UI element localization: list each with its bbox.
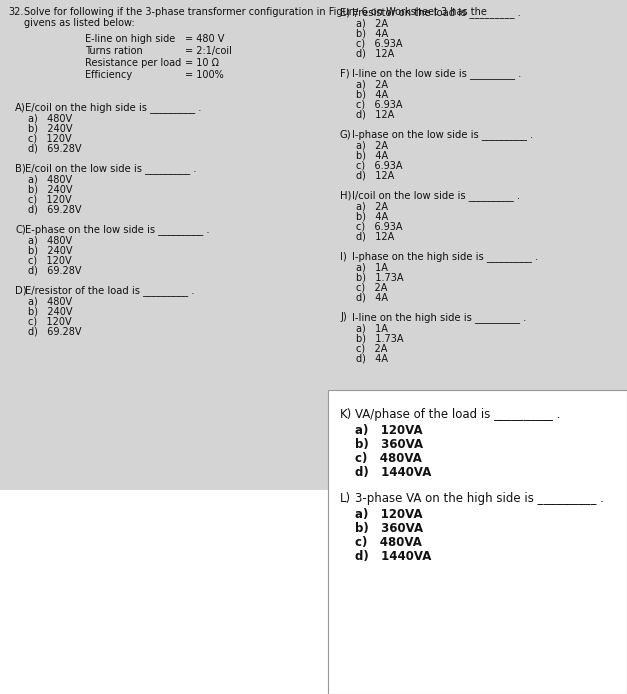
- Text: Solve for following if the 3-phase transformer configuration in Figure 6 on Work: Solve for following if the 3-phase trans…: [24, 7, 487, 17]
- Text: = 2:1/coil: = 2:1/coil: [185, 46, 232, 56]
- Text: 3-phase VA on the high side is __________ .: 3-phase VA on the high side is _________…: [355, 492, 604, 505]
- Text: 32.: 32.: [8, 7, 23, 17]
- Text: Resistance per load: Resistance per load: [85, 58, 181, 68]
- FancyBboxPatch shape: [328, 0, 627, 390]
- Text: b)   360VA: b) 360VA: [355, 438, 423, 451]
- Text: d)   12A: d) 12A: [356, 231, 394, 241]
- Text: A): A): [15, 102, 26, 112]
- Text: = 480 V: = 480 V: [185, 34, 224, 44]
- Text: E/resistor of the load is _________ .: E/resistor of the load is _________ .: [25, 285, 194, 296]
- Text: c)   2A: c) 2A: [356, 343, 387, 353]
- Text: a)   2A: a) 2A: [356, 79, 388, 89]
- Text: I-phase on the high side is _________ .: I-phase on the high side is _________ .: [352, 251, 538, 262]
- Text: b)   1.73A: b) 1.73A: [356, 272, 404, 282]
- Text: d)   1440VA: d) 1440VA: [355, 550, 431, 563]
- Text: c)   120V: c) 120V: [28, 255, 71, 265]
- Text: C): C): [15, 224, 26, 234]
- Text: c)   6.93A: c) 6.93A: [356, 99, 403, 109]
- Text: a)   120VA: a) 120VA: [355, 508, 423, 521]
- Text: d)   4A: d) 4A: [356, 292, 388, 302]
- Text: E/coil on the high side is _________ .: E/coil on the high side is _________ .: [25, 102, 201, 113]
- Text: VA/phase of the load is __________ .: VA/phase of the load is __________ .: [355, 408, 561, 421]
- Text: I-line on the low side is _________ .: I-line on the low side is _________ .: [352, 68, 522, 79]
- Text: Efficiency: Efficiency: [85, 70, 132, 80]
- Text: a)   480V: a) 480V: [28, 113, 72, 123]
- Text: d)   12A: d) 12A: [356, 109, 394, 119]
- Text: b)   240V: b) 240V: [28, 184, 73, 194]
- Text: d)   69.28V: d) 69.28V: [28, 143, 82, 153]
- Text: c)   480VA: c) 480VA: [355, 452, 422, 465]
- Text: c)   120V: c) 120V: [28, 133, 71, 143]
- Text: d)   12A: d) 12A: [356, 48, 394, 58]
- Text: a)   1A: a) 1A: [356, 262, 388, 272]
- Text: d)   69.28V: d) 69.28V: [28, 204, 82, 214]
- Text: Turns ration: Turns ration: [85, 46, 143, 56]
- Text: I-phase on the low side is _________ .: I-phase on the low side is _________ .: [352, 129, 533, 140]
- Text: H): H): [340, 190, 351, 200]
- Text: a)   480V: a) 480V: [28, 235, 72, 245]
- Text: a)   480V: a) 480V: [28, 174, 72, 184]
- Text: b)   1.73A: b) 1.73A: [356, 333, 404, 343]
- Text: D): D): [15, 285, 26, 295]
- Text: a)   2A: a) 2A: [356, 201, 388, 211]
- Text: c)   2A: c) 2A: [356, 282, 387, 292]
- FancyBboxPatch shape: [0, 0, 328, 490]
- Text: c)   6.93A: c) 6.93A: [356, 38, 403, 48]
- Text: d)   4A: d) 4A: [356, 353, 388, 363]
- Text: E-phase on the low side is _________ .: E-phase on the low side is _________ .: [25, 224, 209, 235]
- Text: c)   6.93A: c) 6.93A: [356, 160, 403, 170]
- Text: G): G): [340, 129, 352, 139]
- Text: I-line on the high side is _________ .: I-line on the high side is _________ .: [352, 312, 527, 323]
- Text: E/coil on the low side is _________ .: E/coil on the low side is _________ .: [25, 163, 196, 174]
- Text: b)   360VA: b) 360VA: [355, 522, 423, 535]
- Text: d)   12A: d) 12A: [356, 170, 394, 180]
- Text: J): J): [340, 312, 347, 322]
- Text: d)   1440VA: d) 1440VA: [355, 466, 431, 479]
- Text: = 10 Ω: = 10 Ω: [185, 58, 219, 68]
- Text: B): B): [15, 163, 26, 173]
- Text: d)   69.28V: d) 69.28V: [28, 265, 82, 275]
- Text: a)   2A: a) 2A: [356, 140, 388, 150]
- Text: d)   69.28V: d) 69.28V: [28, 326, 82, 336]
- Text: I/coil on the low side is _________ .: I/coil on the low side is _________ .: [352, 190, 520, 201]
- Text: a)   2A: a) 2A: [356, 18, 388, 28]
- Text: b)   4A: b) 4A: [356, 28, 388, 38]
- Text: c)   6.93A: c) 6.93A: [356, 221, 403, 231]
- Text: a)   480V: a) 480V: [28, 296, 72, 306]
- Text: b)   4A: b) 4A: [356, 150, 388, 160]
- Text: b)   240V: b) 240V: [28, 245, 73, 255]
- Text: b)   4A: b) 4A: [356, 89, 388, 99]
- Text: L): L): [340, 492, 351, 505]
- Text: a)   120VA: a) 120VA: [355, 424, 423, 437]
- Text: c)   480VA: c) 480VA: [355, 536, 422, 549]
- Text: c)   120V: c) 120V: [28, 316, 71, 326]
- Text: c)   120V: c) 120V: [28, 194, 71, 204]
- Text: givens as listed below:: givens as listed below:: [24, 18, 135, 28]
- FancyBboxPatch shape: [328, 390, 627, 694]
- Text: b)   4A: b) 4A: [356, 211, 388, 221]
- Text: I): I): [340, 251, 347, 261]
- Text: b)   240V: b) 240V: [28, 123, 73, 133]
- Text: a)   1A: a) 1A: [356, 323, 388, 333]
- Text: E-line on high side: E-line on high side: [85, 34, 176, 44]
- Text: b)   240V: b) 240V: [28, 306, 73, 316]
- Text: E): E): [340, 7, 350, 17]
- Text: I/resistor on the load is _________ .: I/resistor on the load is _________ .: [352, 7, 521, 18]
- Text: = 100%: = 100%: [185, 70, 224, 80]
- Text: K): K): [340, 408, 352, 421]
- Text: F): F): [340, 68, 350, 78]
